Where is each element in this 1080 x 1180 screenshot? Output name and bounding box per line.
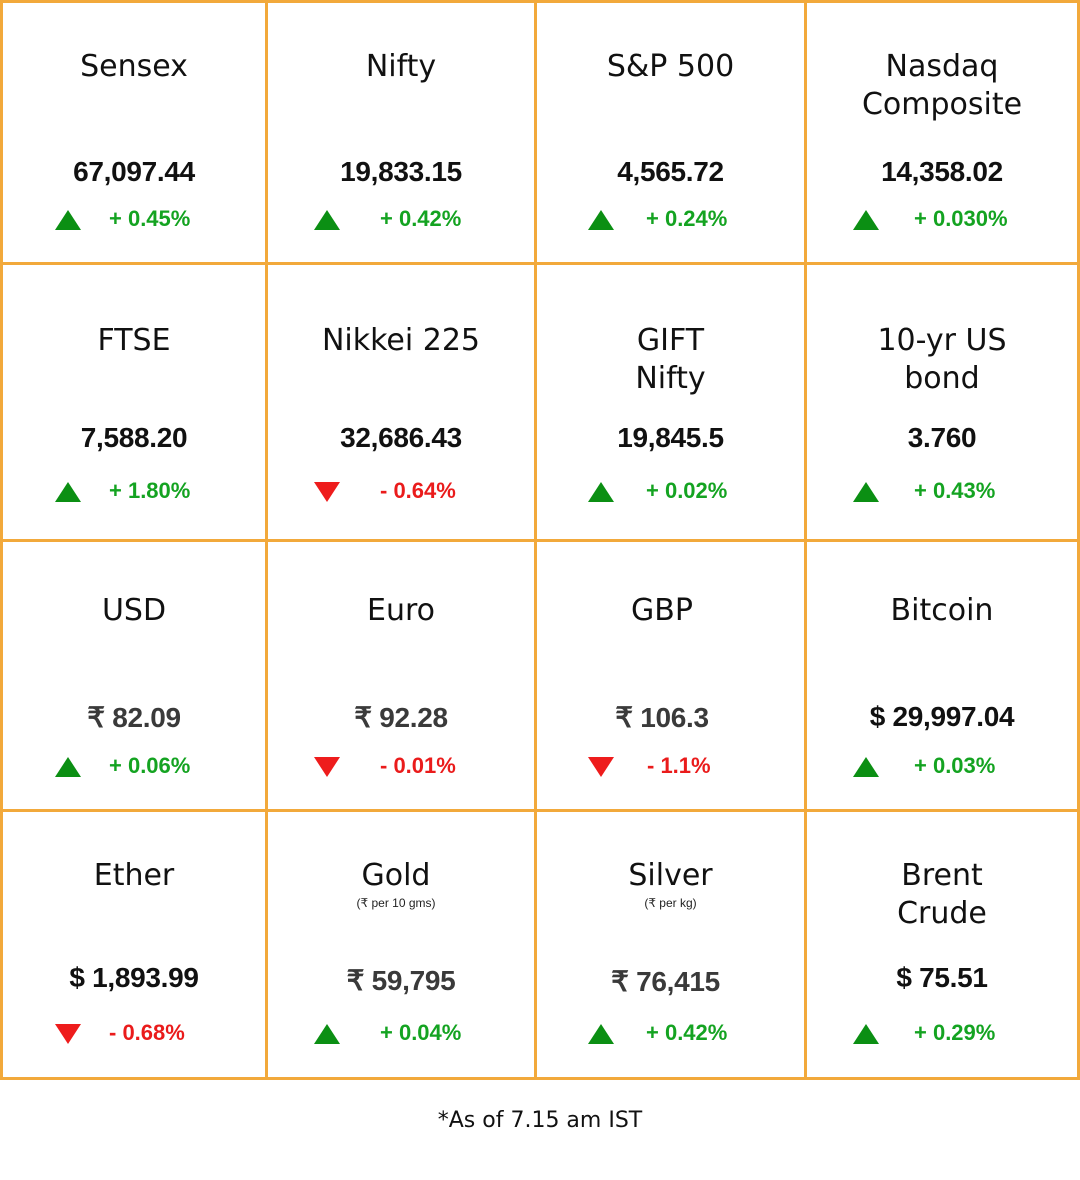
tile-name: FTSE — [97, 323, 171, 358]
tile-change: + 0.03% — [914, 753, 996, 778]
tile-change: - 0.68% — [109, 1020, 185, 1045]
triangle-up-icon — [588, 482, 614, 502]
tile-unit: (₹ per 10 gms) — [356, 896, 436, 910]
triangle-up-icon — [314, 1024, 340, 1044]
tile-name: Sensex — [80, 49, 188, 84]
tile-gbp: GBP ₹ 106.3 - 1.1% — [537, 542, 807, 812]
triangle-up-icon — [55, 482, 81, 502]
tile-value: $ 29,997.04 — [869, 701, 1015, 732]
tile-change: + 1.80% — [109, 478, 191, 503]
tile-value: 19,833.15 — [340, 156, 462, 187]
tile-ftse: FTSE 7,588.20 + 1.80% — [3, 265, 268, 542]
tile-change: + 0.45% — [109, 206, 191, 231]
tile-change: + 0.04% — [380, 1020, 462, 1045]
tile-value: 32,686.43 — [340, 422, 462, 453]
tile-nasdaq: Nasdaq Composite 14,358.02 + 0.030% — [807, 3, 1077, 265]
tile-change: + 0.02% — [646, 478, 728, 503]
tile-name: 10-yr US bond — [877, 323, 1007, 396]
tile-value: 14,358.02 — [881, 156, 1003, 187]
tile-name: Nikkei 225 — [321, 323, 481, 358]
tile-name: S&P 500 — [606, 49, 735, 84]
tile-name: Euro — [367, 593, 435, 628]
triangle-down-icon — [314, 757, 340, 777]
tile-change: + 0.43% — [914, 478, 996, 503]
triangle-down-icon — [588, 757, 614, 777]
timestamp-footnote: *As of 7.15 am IST — [437, 1108, 643, 1133]
tile-gift-nifty: GIFT Nifty 19,845.5 + 0.02% — [537, 265, 807, 542]
market-grid: Sensex 67,097.44 + 0.45% Nifty 19,833.15… — [0, 0, 1080, 1080]
tile-unit: (₹ per kg) — [644, 896, 697, 910]
tile-value: 67,097.44 — [73, 156, 195, 187]
tile-name: Silver — [628, 858, 713, 893]
tile-value: 4,565.72 — [617, 156, 724, 187]
tile-name: Gold — [361, 858, 431, 893]
triangle-down-icon — [314, 482, 340, 502]
tile-brent-crude: Brent Crude $ 75.51 + 0.29% — [807, 812, 1077, 1077]
tile-value: 19,845.5 — [617, 422, 724, 453]
tile-name: Bitcoin — [890, 593, 994, 628]
tile-change: + 0.06% — [109, 753, 191, 778]
tile-change: + 0.42% — [380, 206, 462, 231]
tile-bitcoin: Bitcoin $ 29,997.04 + 0.03% — [807, 542, 1077, 812]
tile-value: 3.760 — [907, 422, 977, 453]
tile-value: 7,588.20 — [80, 422, 188, 453]
tile-name: GIFT Nifty — [635, 323, 706, 396]
tile-name: USD — [101, 593, 167, 628]
tile-ether: Ether $ 1,893.99 - 0.68% — [3, 812, 268, 1077]
triangle-up-icon — [853, 210, 879, 230]
tile-sp500: S&P 500 4,565.72 + 0.24% — [537, 3, 807, 265]
tile-name: Ether — [93, 858, 175, 893]
tile-value: ₹ 59,795 — [346, 965, 456, 996]
triangle-up-icon — [55, 210, 81, 230]
tile-name: GBP — [631, 593, 693, 628]
tile-value: ₹ 106.3 — [615, 702, 709, 733]
triangle-up-icon — [588, 1024, 614, 1044]
triangle-up-icon — [853, 1024, 879, 1044]
tile-change: + 0.29% — [914, 1020, 996, 1045]
tile-silver: Silver (₹ per kg) ₹ 76,415 + 0.42% — [537, 812, 807, 1077]
triangle-up-icon — [314, 210, 340, 230]
triangle-up-icon — [853, 482, 879, 502]
tile-change: - 0.64% — [380, 478, 456, 503]
triangle-up-icon — [588, 210, 614, 230]
tile-nikkei: Nikkei 225 32,686.43 - 0.64% — [268, 265, 537, 542]
tile-value: $ 75.51 — [896, 962, 988, 993]
tile-euro: Euro ₹ 92.28 - 0.01% — [268, 542, 537, 812]
tile-name: Nasdaq Composite — [861, 49, 1023, 122]
tile-change: - 1.1% — [647, 753, 711, 778]
tile-value: ₹ 76,415 — [611, 966, 720, 997]
triangle-up-icon — [853, 757, 879, 777]
triangle-down-icon — [55, 1024, 81, 1044]
tile-change: - 0.01% — [380, 753, 456, 778]
tile-usd: USD ₹ 82.09 + 0.06% — [3, 542, 268, 812]
tile-change: + 0.42% — [646, 1020, 728, 1045]
tile-value: ₹ 82.09 — [87, 702, 181, 733]
tile-value: ₹ 92.28 — [354, 702, 448, 733]
tile-nifty: Nifty 19,833.15 + 0.42% — [268, 3, 537, 265]
tile-us-bond: 10-yr US bond 3.760 + 0.43% — [807, 265, 1077, 542]
tile-change: + 0.24% — [646, 206, 728, 231]
tile-name: Brent Crude — [897, 858, 987, 931]
tile-sensex: Sensex 67,097.44 + 0.45% — [3, 3, 268, 265]
tile-change: + 0.030% — [914, 206, 1008, 231]
tile-gold: Gold (₹ per 10 gms) ₹ 59,795 + 0.04% — [268, 812, 537, 1077]
triangle-up-icon — [55, 757, 81, 777]
tile-value: $ 1,893.99 — [69, 962, 199, 993]
tile-name: Nifty — [365, 49, 437, 84]
